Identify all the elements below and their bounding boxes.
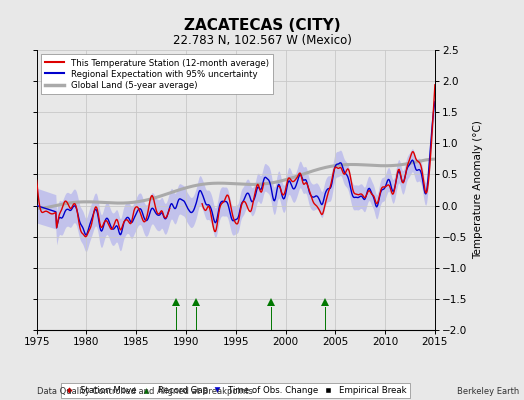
Text: Berkeley Earth: Berkeley Earth	[456, 387, 519, 396]
Text: Data Quality Controlled and Aligned at Breakpoints: Data Quality Controlled and Aligned at B…	[37, 387, 253, 396]
Text: ZACATECAS (CITY): ZACATECAS (CITY)	[184, 18, 340, 33]
Legend: Station Move, Record Gap, Time of Obs. Change, Empirical Break: Station Move, Record Gap, Time of Obs. C…	[61, 383, 410, 398]
Text: 22.783 N, 102.567 W (Mexico): 22.783 N, 102.567 W (Mexico)	[172, 34, 352, 47]
Y-axis label: Temperature Anomaly (°C): Temperature Anomaly (°C)	[473, 120, 483, 260]
